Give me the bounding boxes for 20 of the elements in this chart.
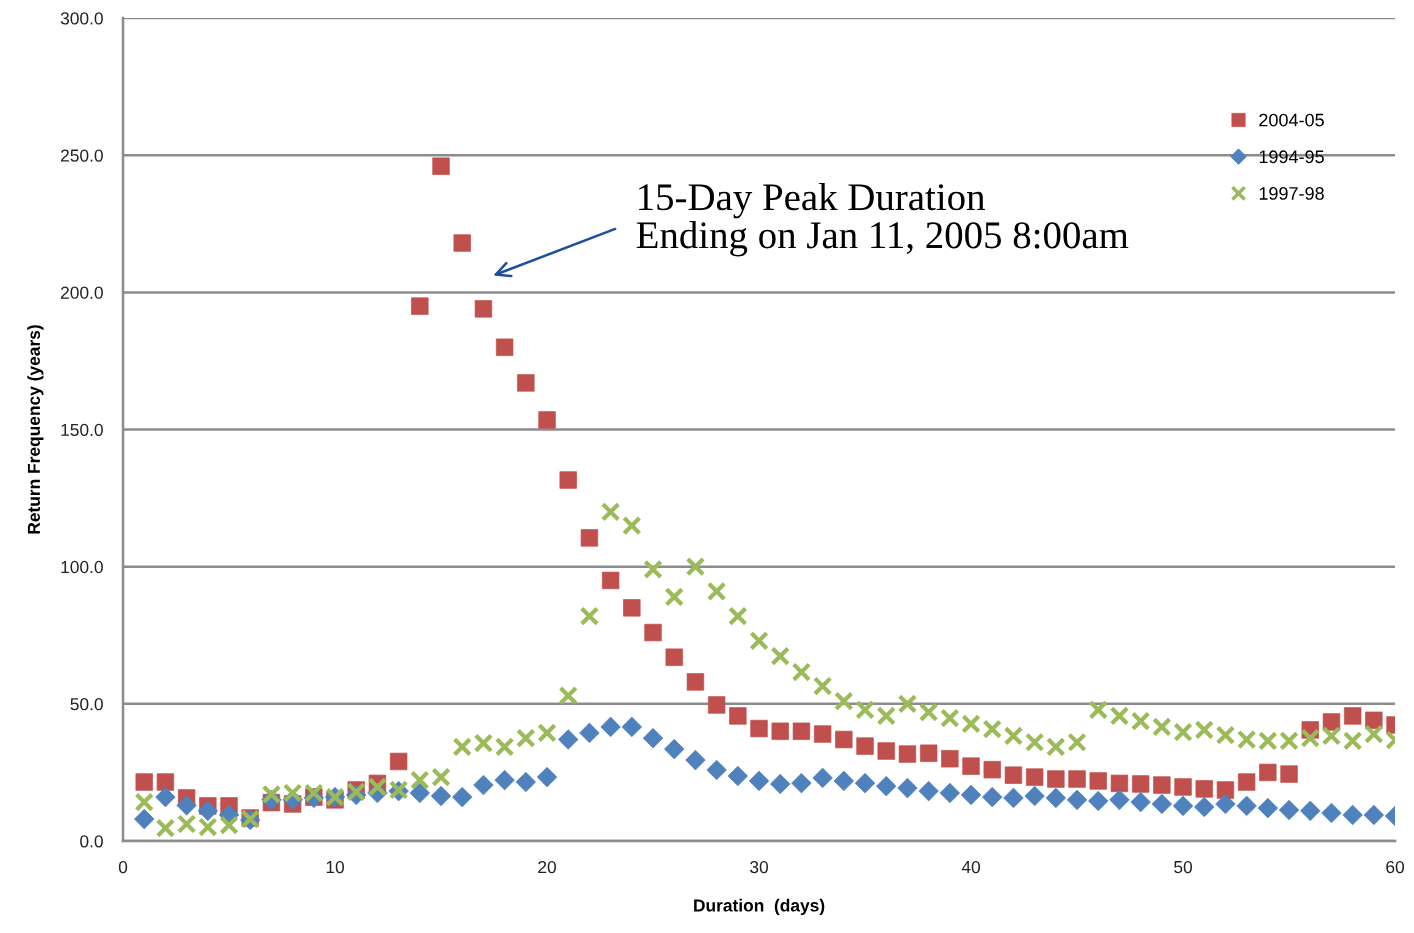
annotation: 15-Day Peak Duration Ending on Jan 11, 2005 8:00am: [636, 182, 1129, 257]
legend-label: 2004-05: [1259, 113, 1324, 127]
y-tick-label: 150.0: [61, 423, 103, 437]
x-tick-label: 0: [118, 860, 128, 874]
legend-label: 1997-98: [1259, 187, 1324, 200]
y-tick-label: 0.0: [80, 835, 103, 848]
y-tick-label: 50.0: [70, 698, 103, 711]
x-tick-label: 40: [961, 860, 981, 874]
x-tick-label: 20: [538, 860, 557, 874]
x-tick-label: 30: [750, 860, 769, 874]
y-tick-label: 250.0: [61, 149, 103, 162]
x-tick-label: 10: [326, 860, 344, 874]
x-axis-title: Duration (days): [694, 898, 825, 916]
y-tick-label: 200.0: [61, 286, 103, 299]
x-tick-label: 50: [1174, 860, 1193, 874]
legend-label: 1994-95: [1259, 150, 1324, 164]
y-tick-label: 100.0: [61, 560, 103, 574]
y-axis-title: Return Frequency (years): [27, 325, 44, 534]
y-tick-label: 300.0: [60, 12, 103, 25]
x-tick-label: 60: [1386, 860, 1405, 874]
